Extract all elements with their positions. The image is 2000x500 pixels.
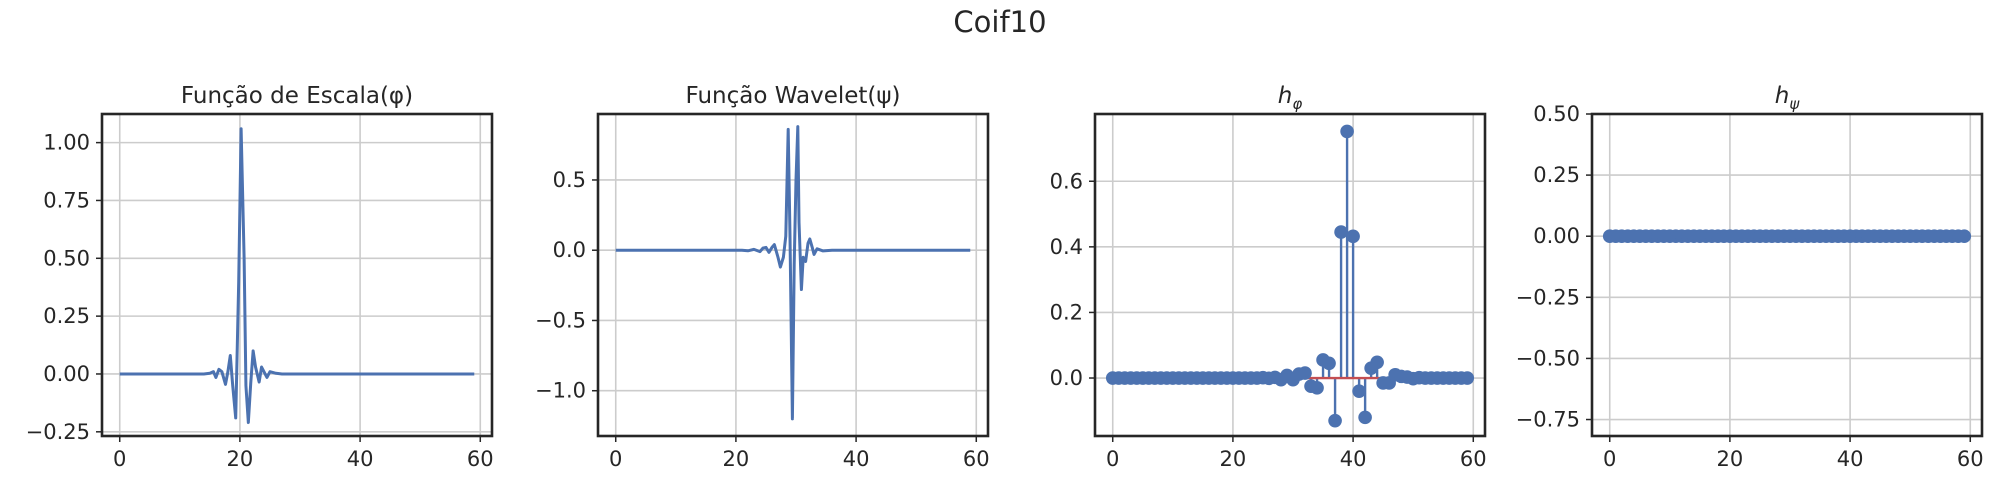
stem-marker-36 [1322, 356, 1336, 371]
stem-marker-37 [1328, 413, 1342, 428]
stem-marker-39 [1340, 124, 1354, 139]
y-tick-label-1: 0.2 [1050, 300, 1083, 324]
x-tick-label-1: 20 [723, 447, 750, 471]
x-tick-label-3: 60 [1460, 447, 1487, 471]
panel-title: Função Wavelet(ψ) [685, 83, 900, 109]
y-tick-label-2: 0.0 [553, 238, 586, 262]
x-tick-label-2: 40 [1340, 447, 1367, 471]
y-tick-label-5: 0.50 [1533, 102, 1580, 126]
series-line-0 [615, 125, 971, 421]
stem-marker-59 [1957, 229, 1972, 244]
y-tick-label-4: 0.25 [1533, 163, 1580, 187]
y-tick-label-1: 0.00 [43, 362, 90, 386]
y-tick-label-2: −0.25 [1516, 285, 1580, 309]
stem-marker-38 [1334, 225, 1348, 239]
y-tick-label-0: −0.75 [1516, 408, 1580, 432]
x-tick-label-2: 40 [347, 447, 374, 471]
y-tick-label-3: 0.00 [1533, 224, 1580, 248]
title-main: h [1278, 83, 1293, 109]
y-tick-label-3: 0.50 [43, 246, 90, 270]
y-tick-label-1: −0.5 [535, 308, 586, 332]
x-tick-label-3: 60 [1957, 447, 1984, 471]
axes-frame [100, 112, 494, 438]
y-tick-label-5: 1.00 [43, 131, 90, 155]
stem-marker-40 [1346, 229, 1360, 244]
x-tick-label-2: 40 [843, 447, 870, 471]
plot-area [615, 125, 971, 421]
stem-marker-34 [1310, 381, 1324, 395]
x-tick-label-1: 20 [1717, 447, 1744, 471]
y-tick-label-2: 0.25 [43, 304, 90, 328]
x-tick-label-1: 20 [227, 447, 254, 471]
x-tick-label-1: 20 [1220, 447, 1247, 471]
axes-frame [1093, 112, 1487, 438]
title-subscript: φ [1292, 95, 1302, 113]
y-tick-label-2: 0.4 [1050, 235, 1083, 259]
title-main: h [1775, 83, 1790, 109]
y-tick-label-0: −0.25 [26, 420, 90, 444]
stem-marker-59 [1460, 371, 1475, 385]
series-line-0 [119, 127, 475, 425]
panel-h-psi: 0 20 40 60 −0.75 −0.50 −0.25 0.00 0.25 0.50 hψ [1516, 83, 1984, 471]
x-tick-label-0: 0 [113, 447, 126, 471]
panel-title: hψ [1775, 83, 1801, 113]
x-tick-label-0: 0 [1603, 447, 1616, 471]
x-tick-label-3: 60 [963, 447, 990, 471]
stem-marker-41 [1352, 384, 1366, 398]
axes-frame [1590, 112, 1984, 438]
plot-area [119, 127, 475, 425]
panel-title: hφ [1278, 83, 1303, 113]
plot-area [1602, 229, 1972, 244]
figure-title: Coif10 [953, 5, 1046, 39]
x-tick-label-0: 0 [1106, 447, 1119, 471]
plot-area [1105, 124, 1475, 428]
x-tick-label-2: 40 [1837, 447, 1864, 471]
panel-scaling-function: 0 20 40 60 −0.25 0.00 0.25 0.50 0.75 1.00 Função d… [26, 83, 494, 471]
x-tick-label-0: 0 [609, 447, 622, 471]
stem-marker-42 [1358, 410, 1372, 425]
y-tick-label-3: 0.5 [553, 168, 586, 192]
title-subscript: ψ [1789, 95, 1800, 113]
x-tick-label-3: 60 [467, 447, 494, 471]
stem-marker-44 [1370, 355, 1384, 370]
y-tick-label-3: 0.6 [1050, 169, 1083, 193]
panel-h-phi: 0 20 40 60 0.0 0.2 0.4 0.6 hφ [1050, 83, 1487, 471]
y-tick-label-0: −1.0 [535, 379, 586, 403]
y-tick-label-1: −0.50 [1516, 346, 1580, 370]
y-tick-label-0: 0.0 [1050, 366, 1083, 390]
panel-title: Função de Escala(φ) [181, 83, 413, 109]
y-tick-label-4: 0.75 [43, 188, 90, 212]
axes-frame [596, 112, 990, 438]
panel-wavelet-function: 0 20 40 60 −1.0 −0.5 0.0 0.5 Função Wavelet(ψ) [535, 83, 990, 471]
stem-marker-32 [1298, 366, 1312, 380]
